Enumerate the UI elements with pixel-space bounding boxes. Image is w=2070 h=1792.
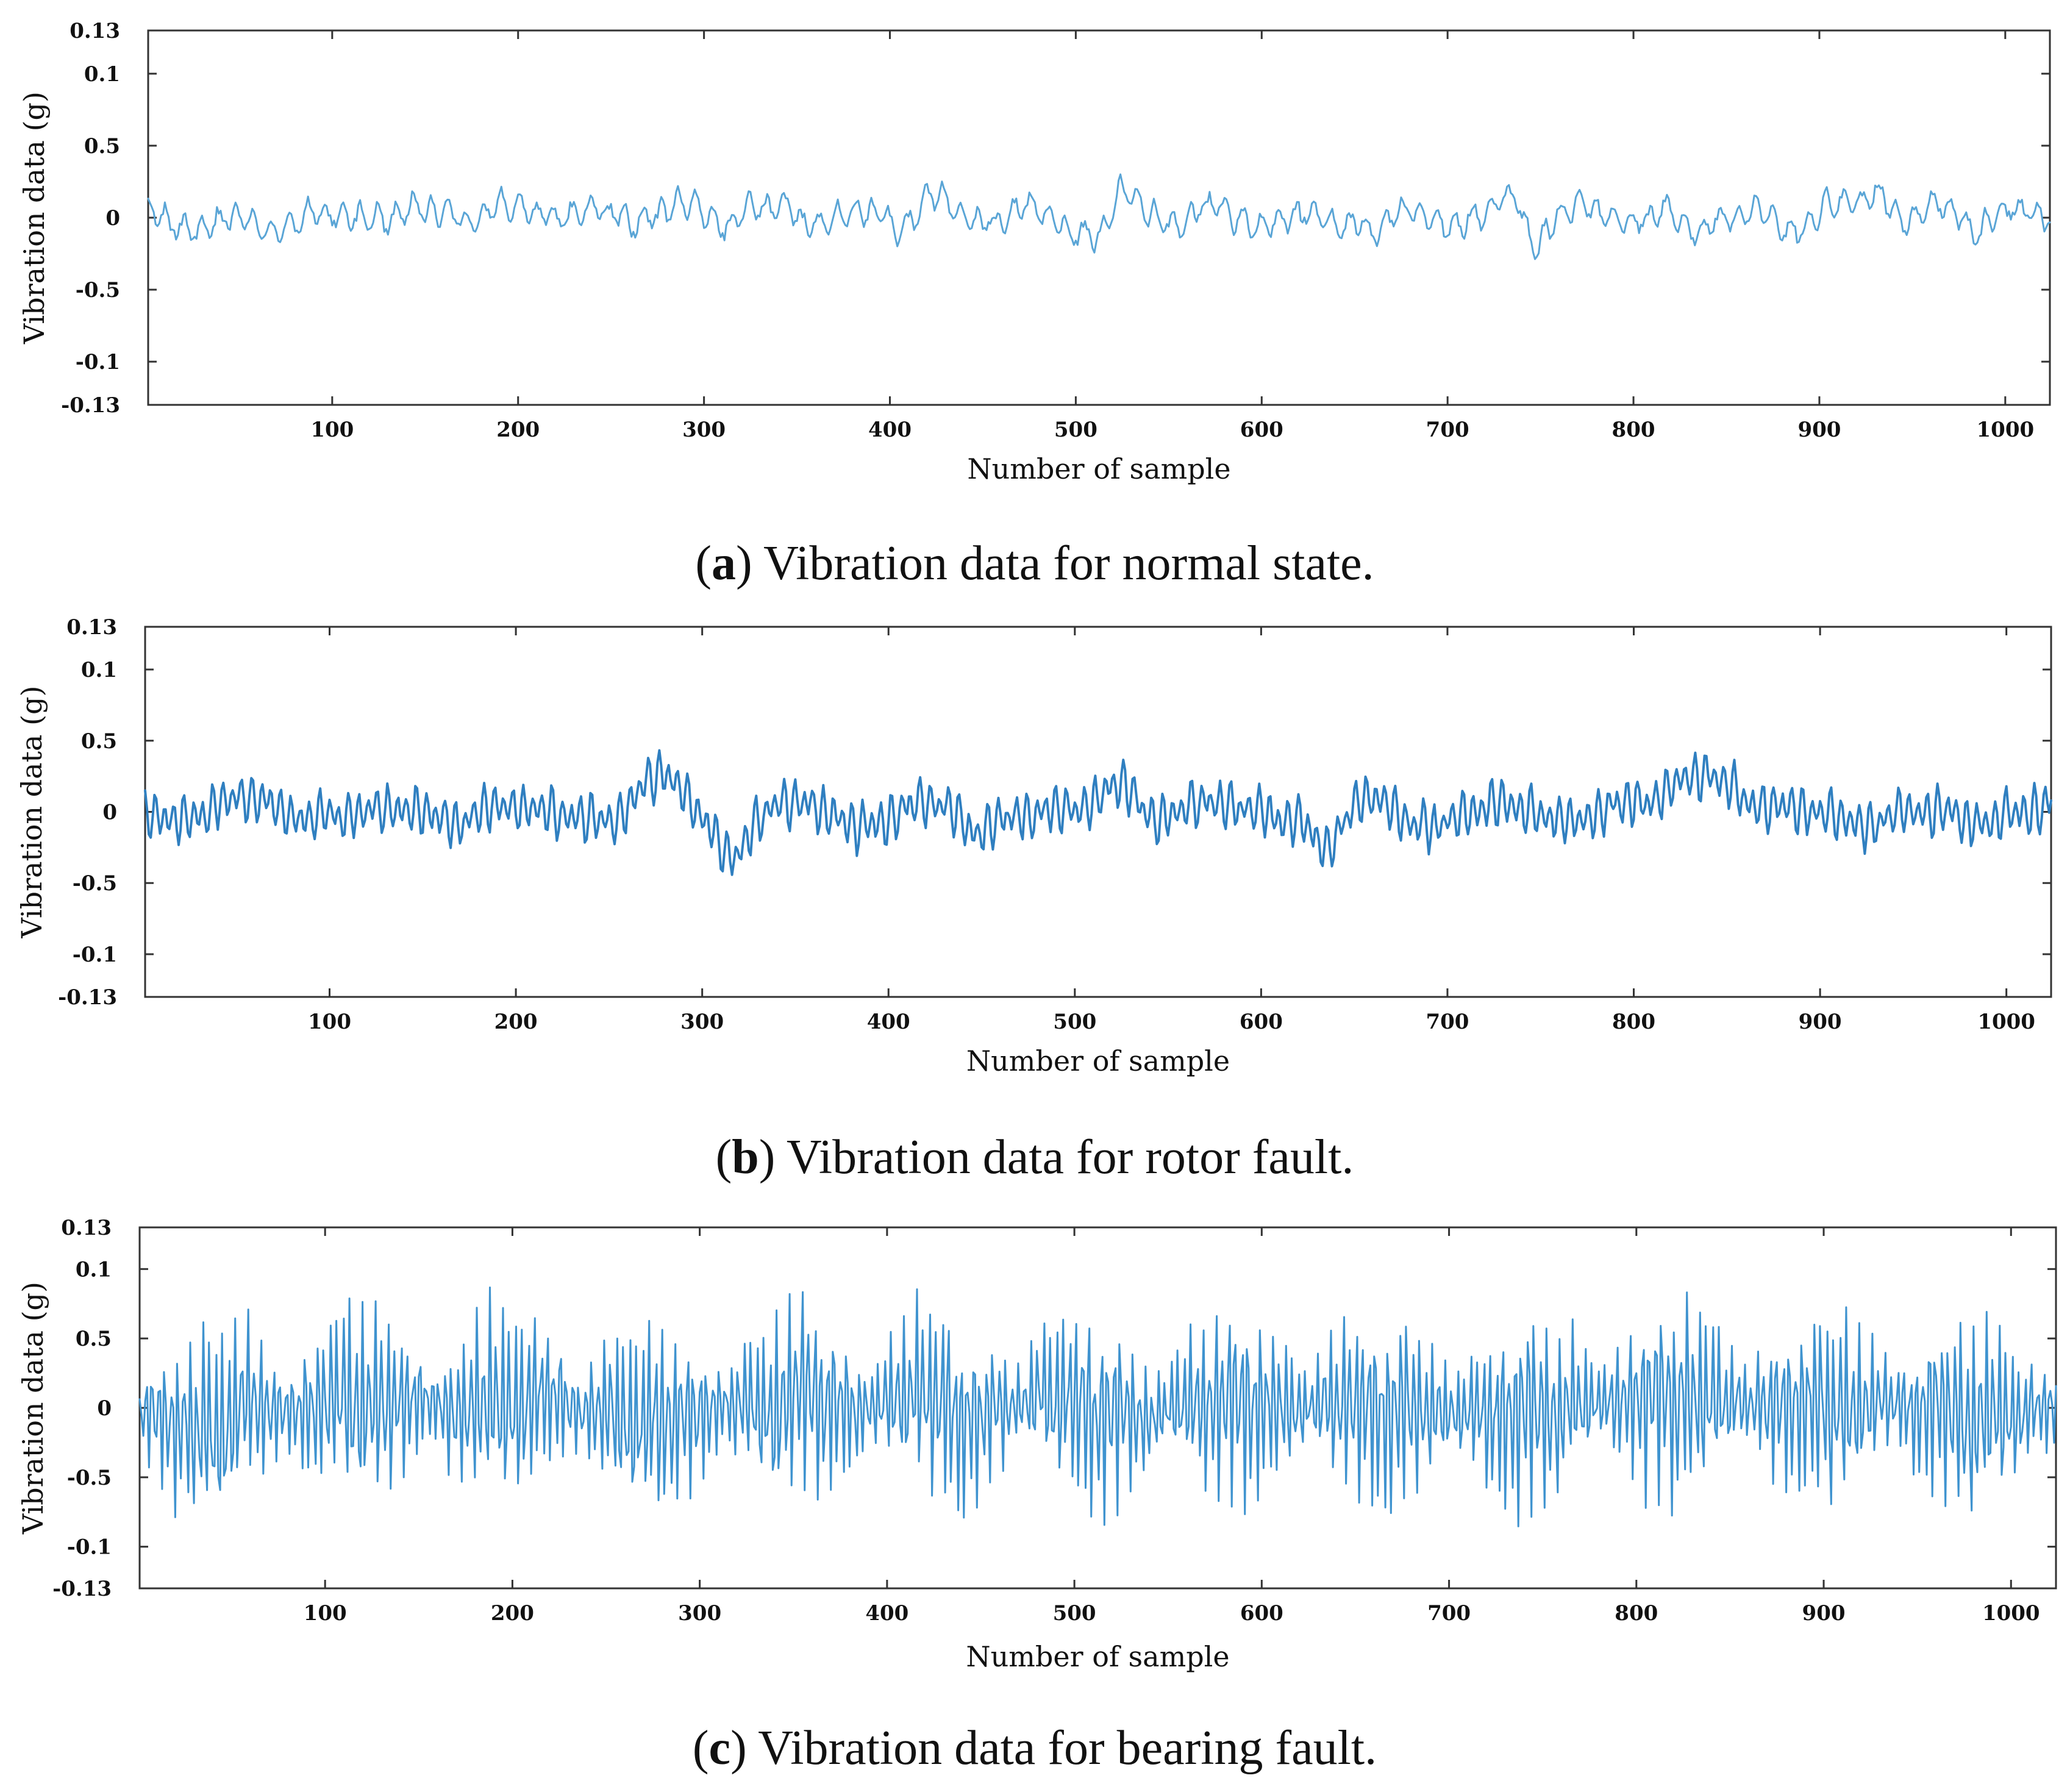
caption-close-paren: ): [736, 537, 763, 590]
y-tick-label: 0.13: [70, 19, 120, 43]
x-axis-label: Number of sample: [966, 1640, 1229, 1673]
x-tick-label: 700: [1426, 1010, 1469, 1034]
y-tick-label: -0.13: [58, 985, 117, 1010]
x-tick-label: 1000: [1977, 1010, 2035, 1034]
y-tick-label: 0.1: [76, 1257, 112, 1282]
caption-letter: c: [709, 1721, 731, 1775]
x-tick-label: 500: [1053, 1010, 1096, 1034]
x-tick-label: 600: [1240, 1601, 1283, 1626]
x-tick-label: 600: [1240, 418, 1283, 442]
x-tick-label: 100: [308, 1010, 351, 1034]
x-axis-label: Number of sample: [966, 1044, 1230, 1077]
x-tick-label: 800: [1612, 1010, 1655, 1034]
y-tick-label: -0.13: [52, 1577, 112, 1601]
x-tick-label: 400: [865, 1601, 908, 1626]
y-tick-label: -0.5: [67, 1466, 112, 1490]
series-line: [138, 1287, 2057, 1527]
y-axis-label: Vibration data (g): [15, 686, 48, 939]
x-tick-label: 800: [1615, 1601, 1658, 1626]
caption-letter: b: [732, 1130, 759, 1184]
x-tick-label: 300: [680, 1010, 724, 1034]
x-tick-label: 900: [1802, 1601, 1846, 1626]
y-tick-label: -0.5: [73, 871, 117, 896]
x-tick-label: 400: [868, 418, 912, 442]
y-tick-label: 0: [97, 1396, 112, 1421]
caption-letter: a: [712, 537, 736, 590]
caption-text: Vibration data for rotor fault.: [787, 1130, 1354, 1184]
caption-open-paren: (: [693, 1721, 709, 1775]
x-tick-label: 200: [494, 1010, 538, 1034]
x-tick-label: 100: [304, 1601, 347, 1626]
x-tick-label: 1000: [1982, 1601, 2040, 1626]
y-tick-label: 0: [102, 801, 117, 825]
x-tick-label: 700: [1427, 1601, 1471, 1626]
x-axis-label: Number of sample: [967, 452, 1230, 485]
caption-open-paren: (: [716, 1130, 732, 1184]
x-tick-label: 600: [1240, 1010, 1283, 1034]
caption-open-paren: (: [695, 537, 712, 590]
series-line: [144, 749, 2052, 876]
y-tick-label: 0.1: [84, 62, 120, 87]
plot-frame: [147, 29, 2051, 406]
y-tick-label: 0.5: [81, 729, 117, 754]
y-tick-label: 0.13: [66, 615, 117, 640]
panel-c-bearing-fault: 100 200 300 400 500 600 700 800 900 1000 0.13 0.1 0.…: [16, 1216, 2057, 1775]
panel-caption: (c) Vibration data for bearing fault.: [693, 1721, 1377, 1775]
x-tick-label: 500: [1053, 1601, 1096, 1626]
x-tick-label: 200: [496, 418, 540, 442]
panel-b-rotor-fault: 100 200 300 400 500 600 700 800 900 1000 0.13 0.1 0.…: [15, 615, 2052, 1184]
x-tick-label: 500: [1054, 418, 1097, 442]
y-axis-label: Vibration data (g): [16, 1282, 49, 1535]
x-tick-label: 100: [310, 418, 354, 442]
x-tick-label: 400: [867, 1010, 910, 1034]
panel-caption: (b) Vibration data for rotor fault.: [716, 1130, 1354, 1184]
y-axis-label: Vibration data (g): [18, 91, 51, 344]
x-tick-label: 700: [1426, 418, 1469, 442]
caption-close-paren: ): [730, 1721, 758, 1775]
x-tick-label: 900: [1799, 1010, 1842, 1034]
x-tick-label: 900: [1797, 418, 1841, 442]
y-tick-label: 0: [105, 206, 120, 230]
caption-text: Vibration data for bearing fault.: [758, 1721, 1377, 1775]
x-tick-label: 300: [678, 1601, 721, 1626]
y-tick-label: -0.1: [73, 943, 117, 967]
caption-text: Vibration data for normal state.: [763, 537, 1374, 590]
panel-caption: (a) Vibration data for normal state.: [695, 537, 1374, 590]
panel-a-normal-state: 100 200 300 400 500 600 700 800 900 1000 0.13 0.1 0.…: [18, 19, 2051, 590]
y-tick-label: -0.1: [76, 350, 120, 374]
y-tick-label: 0.5: [76, 1327, 112, 1351]
caption-close-paren: ): [759, 1130, 787, 1184]
y-tick-label: -0.1: [67, 1535, 112, 1560]
y-tick-label: 0.5: [84, 134, 120, 159]
y-tick-label: -0.5: [76, 278, 120, 302]
y-tick-label: -0.13: [61, 393, 120, 418]
x-tick-label: 1000: [1977, 418, 2035, 442]
series-line: [147, 173, 2051, 260]
x-tick-label: 800: [1612, 418, 1655, 442]
y-tick-label: 0.1: [81, 658, 117, 682]
x-tick-label: 300: [682, 418, 726, 442]
x-tick-label: 200: [491, 1601, 534, 1626]
y-tick-label: 0.13: [61, 1216, 112, 1240]
